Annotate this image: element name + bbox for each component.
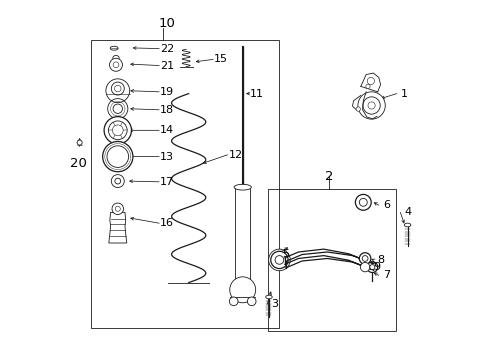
Circle shape [112, 125, 123, 136]
Circle shape [108, 121, 127, 140]
Circle shape [365, 84, 369, 89]
Ellipse shape [110, 46, 118, 50]
Text: 6: 6 [383, 200, 389, 210]
Text: 1: 1 [400, 89, 407, 99]
Text: 22: 22 [160, 44, 174, 54]
Circle shape [268, 249, 289, 271]
Circle shape [270, 251, 287, 269]
Text: 18: 18 [160, 105, 174, 115]
Text: 2: 2 [324, 170, 333, 183]
Text: 3: 3 [271, 299, 278, 309]
Circle shape [367, 102, 374, 109]
Circle shape [360, 262, 369, 272]
Circle shape [109, 58, 122, 71]
Text: 5: 5 [282, 249, 289, 259]
Circle shape [247, 297, 256, 306]
Ellipse shape [234, 184, 251, 190]
Circle shape [357, 92, 385, 119]
Circle shape [115, 206, 120, 211]
Circle shape [104, 117, 131, 144]
Circle shape [366, 77, 374, 85]
Circle shape [359, 253, 370, 264]
Circle shape [369, 265, 374, 270]
Text: 17: 17 [160, 177, 174, 187]
Polygon shape [108, 212, 126, 243]
Circle shape [111, 82, 124, 95]
Text: 15: 15 [214, 54, 227, 64]
Circle shape [112, 203, 123, 215]
Text: 11: 11 [249, 89, 264, 99]
Circle shape [229, 297, 238, 306]
Text: 20: 20 [70, 157, 86, 170]
Ellipse shape [265, 295, 272, 299]
Text: 19: 19 [160, 87, 174, 97]
Circle shape [355, 194, 370, 210]
Text: 12: 12 [228, 150, 242, 160]
Ellipse shape [77, 140, 82, 145]
Text: 14: 14 [160, 125, 174, 135]
Circle shape [355, 107, 360, 111]
Circle shape [106, 79, 129, 103]
Text: 7: 7 [383, 270, 389, 280]
Circle shape [113, 62, 119, 68]
Circle shape [362, 97, 380, 114]
Text: 8: 8 [377, 255, 384, 265]
Bar [235, 187, 249, 288]
Bar [91, 40, 278, 328]
Text: 9: 9 [373, 262, 380, 272]
Circle shape [275, 256, 283, 264]
Bar [267, 189, 395, 331]
Circle shape [102, 141, 133, 172]
Text: 21: 21 [160, 60, 174, 71]
Circle shape [107, 146, 128, 167]
Circle shape [114, 85, 121, 92]
Ellipse shape [404, 223, 410, 227]
Circle shape [359, 198, 366, 206]
Circle shape [362, 256, 367, 261]
Text: 16: 16 [160, 218, 174, 228]
Circle shape [229, 277, 255, 303]
Circle shape [366, 262, 377, 273]
Text: 13: 13 [160, 152, 174, 162]
Text: 4: 4 [404, 207, 411, 217]
Text: 10: 10 [158, 17, 175, 30]
